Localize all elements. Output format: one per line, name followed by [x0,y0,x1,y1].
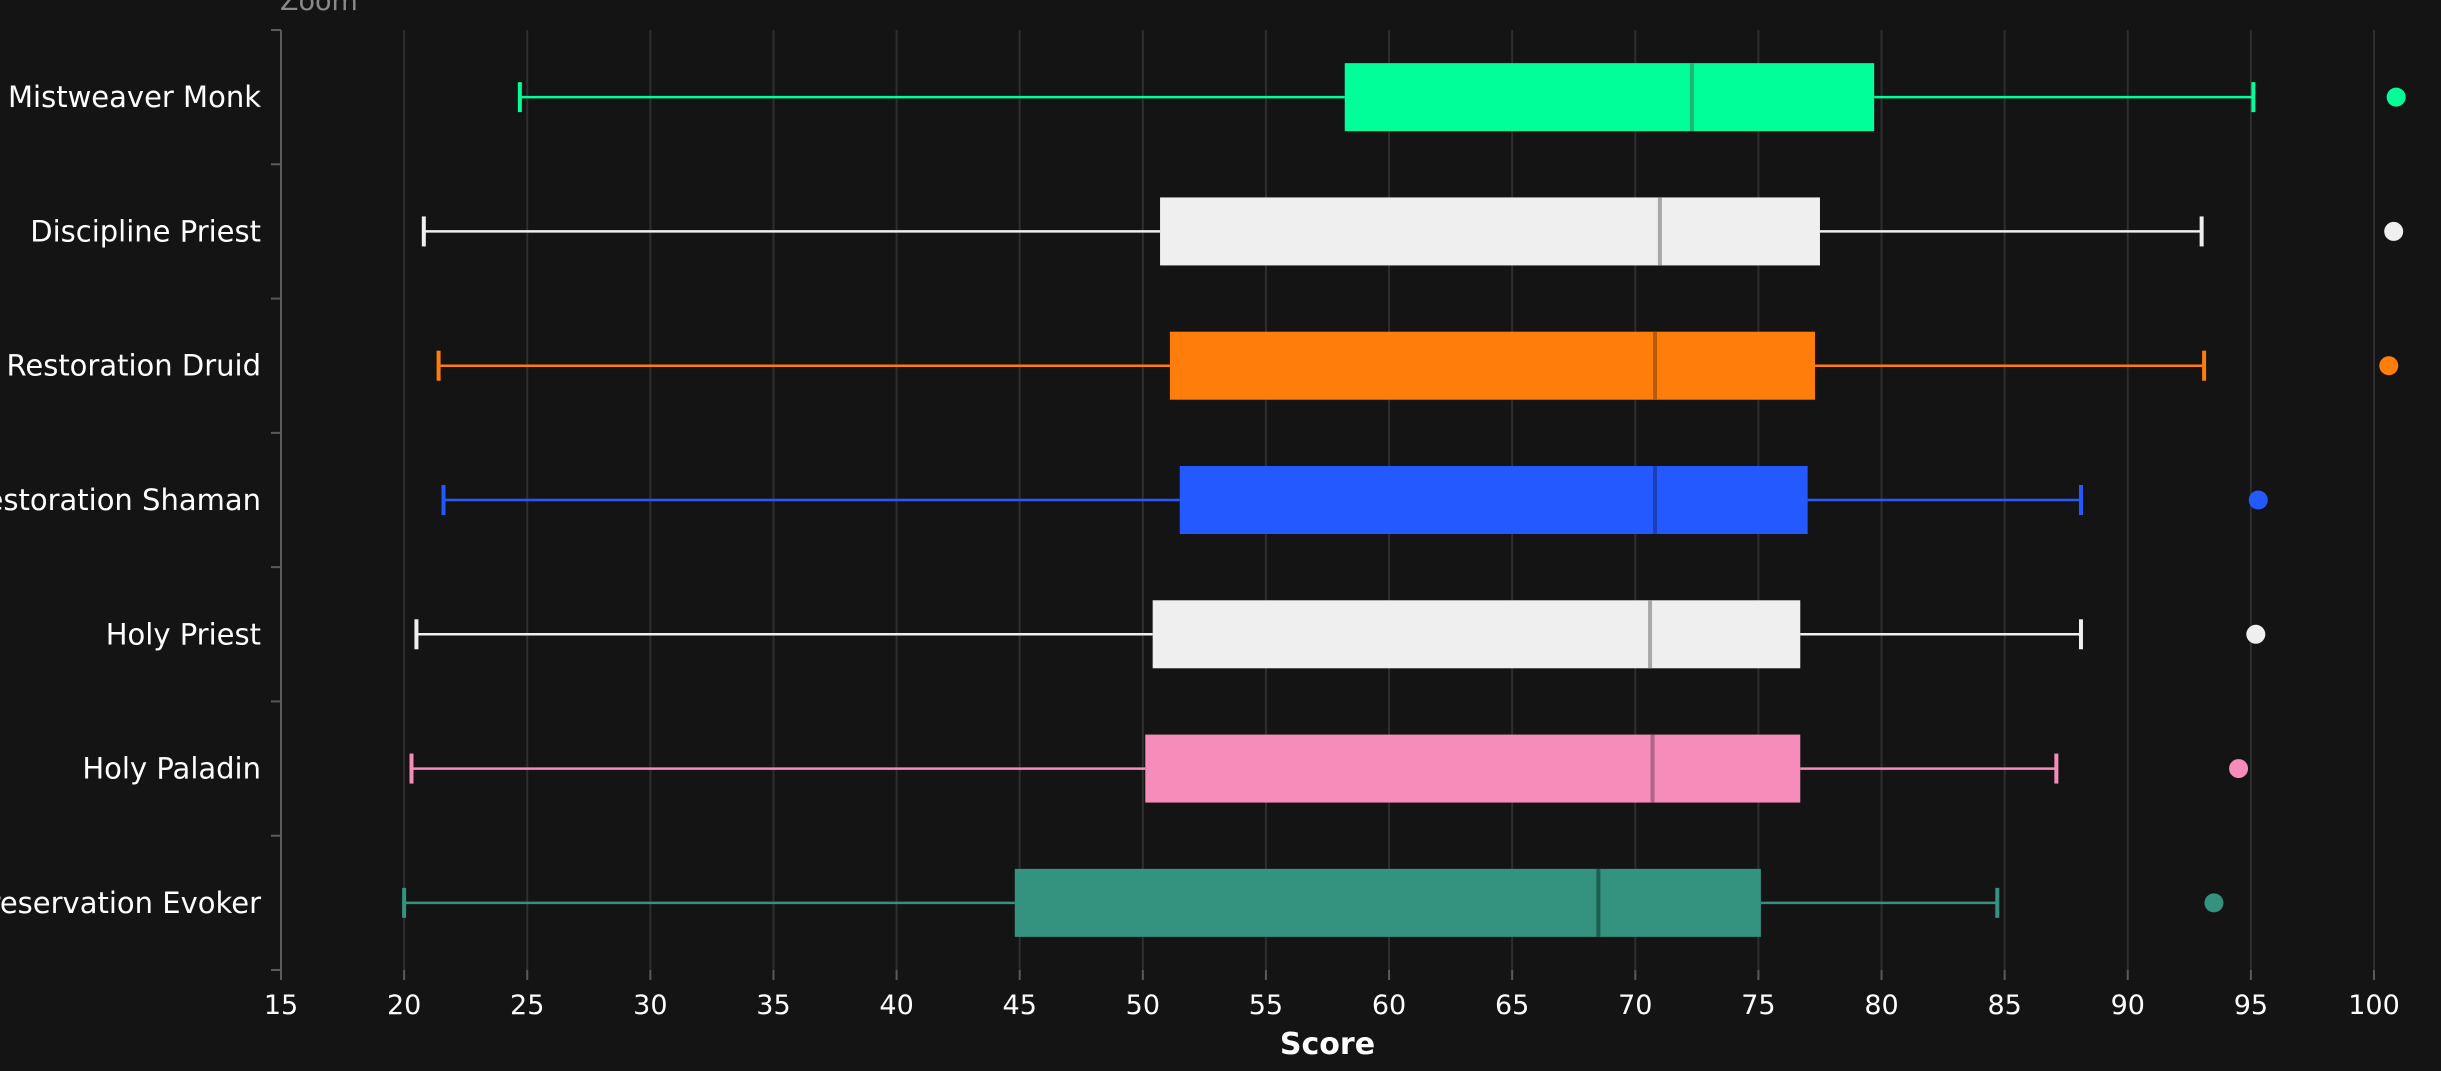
x-tick-label: 100 [2348,990,2400,1021]
box-group [421,197,2404,266]
x-tick-label: 50 [1126,990,1160,1021]
x-tick-label: 90 [2111,990,2145,1021]
category-label: Mistweaver Monk [8,80,261,114]
outlier-point [2379,356,2399,376]
box-group [436,331,2399,400]
outlier-point [2204,893,2224,913]
x-tick-label: 25 [510,990,544,1021]
category-label: Preservation Evoker [0,886,261,920]
box-group [409,734,2249,803]
x-tick-label: 60 [1372,990,1406,1021]
box-iqr [1145,734,1801,803]
x-tick-label: 20 [387,990,421,1021]
category-label: Holy Priest [106,617,261,651]
box-group [402,868,2224,937]
category-label: Discipline Priest [30,214,261,248]
category-label: Holy Paladin [82,752,261,786]
x-tick-label: 15 [264,990,298,1021]
box-iqr [1169,331,1816,400]
x-tick-label: 85 [1987,990,2021,1021]
box-iqr [1344,63,1875,132]
category-label: Restoration Shaman [0,483,261,517]
category-label: Restoration Druid [7,349,261,383]
x-axis: 15 20 25 30 35 40 45 50 55 60 65 70 75 80 85 90 95 100 [264,970,2400,1021]
box-group [414,600,2266,669]
x-tick-label: 75 [1741,990,1775,1021]
box-group [517,63,2406,132]
x-tick-label: 55 [1249,990,1283,1021]
x-tick-label: 35 [756,990,790,1021]
box-iqr [1179,466,1808,534]
box-iqr [1160,197,1820,266]
box-group [441,466,2268,534]
outlier-point [2384,221,2404,241]
x-tick-label: 95 [2234,990,2268,1021]
x-tick-label: 80 [1864,990,1898,1021]
box-iqr [1152,600,1801,669]
zoom-label[interactable]: Zoom [280,0,358,17]
x-tick-label: 70 [1618,990,1652,1021]
outlier-point [2386,87,2406,107]
x-tick-label: 30 [633,990,667,1021]
x-axis-title: Score [1280,1027,1375,1062]
outlier-point [2229,759,2249,779]
box-iqr [1014,868,1761,937]
x-tick-label: 65 [1495,990,1529,1021]
boxes [402,63,2406,937]
x-tick-label: 40 [879,990,913,1021]
x-tick-label: 45 [1003,990,1037,1021]
outlier-point [2248,490,2268,510]
y-axis: Mistweaver Monk Discipline Priest Restorat… [0,29,282,971]
outlier-point [2246,624,2266,644]
